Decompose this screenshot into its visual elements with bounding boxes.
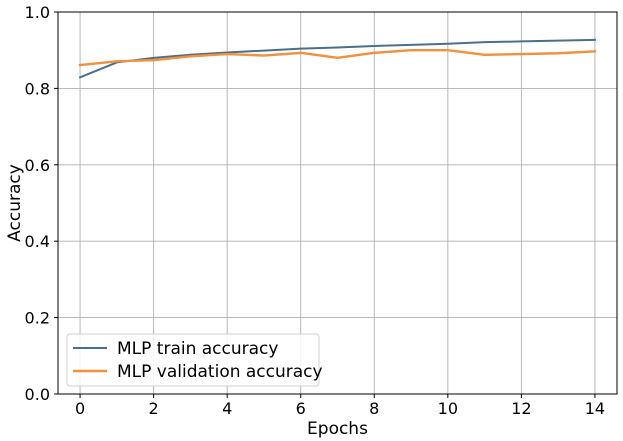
legend-box	[66, 333, 320, 387]
axis-ticks: 0 2 4 6 8 10 12 14 0.0 0.2 0.4 0.6 0.8 1.0	[25, 3, 606, 418]
x-tick-label: 4	[222, 399, 232, 418]
x-tick-label: 0	[75, 399, 85, 418]
y-tick-label: 0.4	[25, 232, 50, 251]
x-tick-label: 14	[585, 399, 605, 418]
y-tick-label: 0.2	[25, 309, 50, 328]
y-tick-label: 1.0	[25, 3, 50, 22]
legend: MLP train accuracy MLP validation accurac…	[66, 333, 323, 387]
legend-label-validation: MLP validation accuracy	[117, 362, 323, 382]
y-tick-label: 0.8	[25, 79, 50, 98]
y-tick-label: 0.6	[25, 156, 50, 175]
x-axis-label: Epochs	[307, 419, 368, 439]
x-tick-label: 10	[438, 399, 458, 418]
series-layer	[78, 38, 597, 79]
plot-frame	[57, 11, 618, 395]
x-tick-label: 6	[296, 399, 306, 418]
x-tick-label: 12	[511, 399, 531, 418]
y-axis-label: Accuracy	[5, 164, 25, 242]
series-line-train	[78, 38, 596, 79]
x-tick-label: 2	[149, 399, 159, 418]
legend-label-train: MLP train accuracy	[117, 339, 278, 359]
x-tick-label: 8	[369, 399, 379, 418]
y-tick-label: 0.0	[25, 385, 50, 404]
series-line-validation	[78, 49, 597, 67]
